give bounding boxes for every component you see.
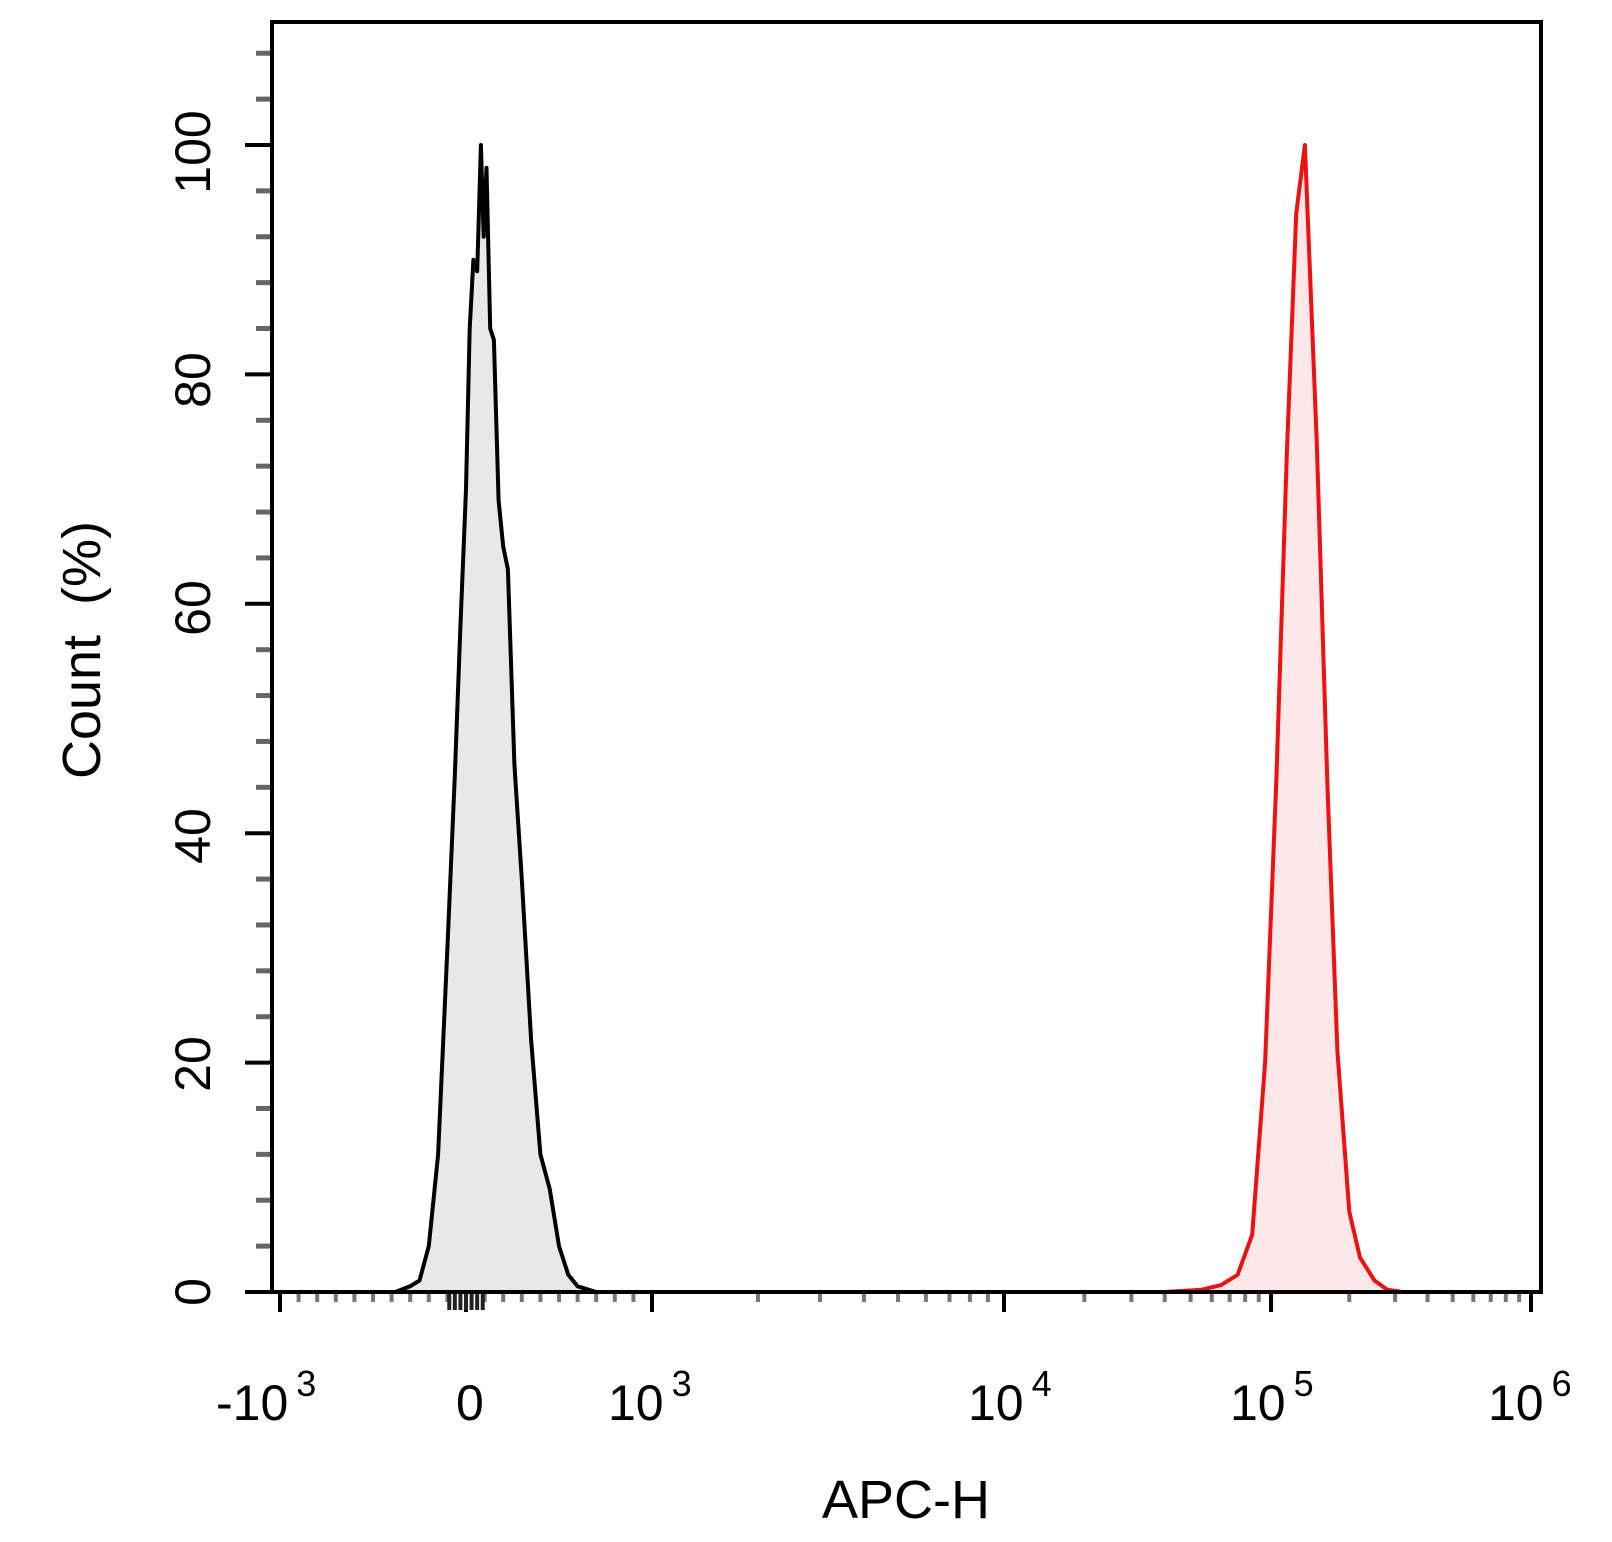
series-fill-control	[395, 145, 1531, 1292]
x-tick-label-neg-1e3: -10 3	[216, 1363, 316, 1431]
x-axis-tick-labels: -10 3 0 10 3 10 4 10 5 10 6	[216, 1363, 1572, 1431]
y-axis-label: Count (%)	[52, 521, 112, 779]
y-tick-label: 100	[165, 110, 221, 193]
y-tick-label: 0	[165, 1278, 221, 1306]
series-lines	[280, 143, 1531, 1294]
x-tick-label-1e6: 10 6	[1488, 1363, 1572, 1431]
x-tick-label-zero: 0	[456, 1375, 484, 1431]
y-tick-label: 40	[165, 808, 221, 864]
series-fills	[280, 145, 1531, 1292]
x-tick-label-1e3: 10 3	[608, 1363, 692, 1431]
series-fill-stained	[280, 145, 1531, 1292]
series-line-control	[394, 143, 1531, 1294]
y-axis-tick-labels: 0 20 40 60 80 100	[165, 110, 221, 1306]
plot-frame	[270, 20, 1543, 1294]
series-line-stained	[280, 143, 1531, 1294]
y-tick-label: 20	[165, 1036, 221, 1092]
y-tick-label: 80	[165, 352, 221, 408]
x-tick-label-1e4: 10 4	[968, 1363, 1052, 1431]
y-tick-label: 60	[165, 580, 221, 636]
x-tick-label-1e5: 10 5	[1230, 1363, 1314, 1431]
x-axis-label: APC-H	[822, 1470, 990, 1530]
